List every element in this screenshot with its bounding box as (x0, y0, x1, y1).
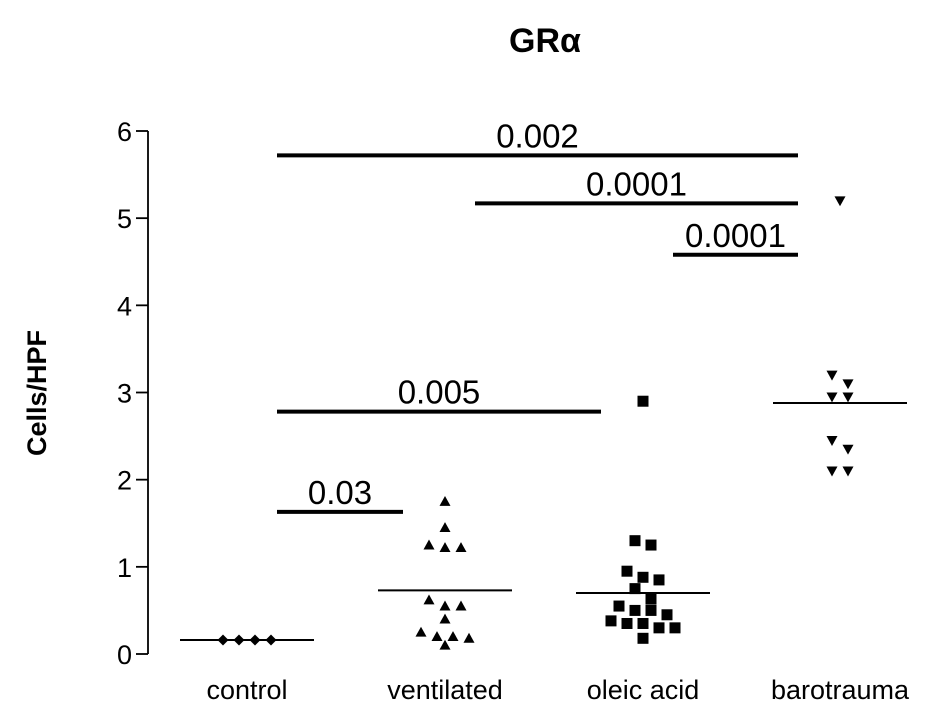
y-tick-label: 6 (117, 117, 132, 147)
data-point-square (645, 593, 657, 605)
y-tick-label: 0 (117, 640, 132, 670)
data-point-square (661, 609, 673, 621)
data-point-triangle-up (431, 631, 443, 641)
data-point-diamond (265, 634, 277, 646)
data-point-square (629, 583, 641, 595)
data-point-square (637, 395, 649, 407)
data-point-square (669, 622, 681, 634)
data-point-square (645, 539, 657, 551)
significance-label: 0.03 (308, 474, 372, 511)
data-point-square (645, 604, 657, 616)
x-category-label: barotrauma (771, 675, 910, 705)
data-point-triangle-down (826, 392, 838, 403)
significance-label: 0.002 (496, 117, 579, 154)
data-point-triangle-up (439, 522, 451, 533)
significance-label: 0.0001 (586, 165, 687, 202)
data-point-triangle-down (842, 466, 854, 477)
data-point-triangle-up (439, 600, 451, 611)
data-point-triangle-up (463, 632, 475, 643)
x-category-label: control (206, 675, 287, 705)
data-point-triangle-down (826, 436, 838, 446)
y-tick-label: 1 (117, 553, 132, 583)
data-point-triangle-up (447, 631, 459, 641)
data-point-diamond (233, 634, 245, 646)
data-point-square (605, 615, 617, 627)
data-point-square (629, 535, 641, 547)
data-point-triangle-up (439, 495, 451, 506)
data-point-triangle-down (826, 370, 838, 381)
data-point-square (621, 617, 633, 629)
significance-label: 0.005 (398, 374, 481, 411)
data-point-square (637, 632, 649, 644)
chart-title: GRα (509, 22, 581, 60)
data-point-triangle-up (439, 542, 451, 553)
data-point-square (613, 600, 625, 612)
y-tick-label: 3 (117, 379, 132, 409)
data-point-square (653, 622, 665, 634)
significance-label: 0.0001 (685, 217, 786, 254)
data-point-square (653, 574, 665, 586)
data-point-diamond (217, 634, 229, 646)
data-point-triangle-up (439, 639, 451, 650)
data-point-triangle-down (834, 196, 846, 207)
y-tick-label: 5 (117, 204, 132, 234)
y-tick-label: 2 (117, 466, 132, 496)
data-point-triangle-down (842, 392, 854, 403)
data-point-triangle-up (455, 600, 467, 611)
data-point-triangle-up (455, 542, 467, 553)
y-axis-label: Cells/HPF (22, 330, 52, 456)
data-point-triangle-up (439, 613, 451, 624)
x-category-label: oleic acid (587, 675, 700, 705)
data-point-triangle-down (842, 379, 854, 390)
x-category-label: ventilated (387, 675, 503, 705)
data-point-square (637, 617, 649, 629)
data-point-square (637, 571, 649, 583)
data-point-triangle-up (423, 594, 435, 605)
data-point-triangle-up (415, 626, 427, 637)
data-point-square (629, 604, 641, 616)
data-point-triangle-up (423, 539, 435, 550)
data-point-square (621, 565, 633, 577)
data-point-triangle-down (842, 444, 854, 455)
data-point-diamond (249, 634, 261, 646)
data-point-triangle-down (826, 466, 838, 477)
y-tick-label: 4 (117, 291, 132, 321)
